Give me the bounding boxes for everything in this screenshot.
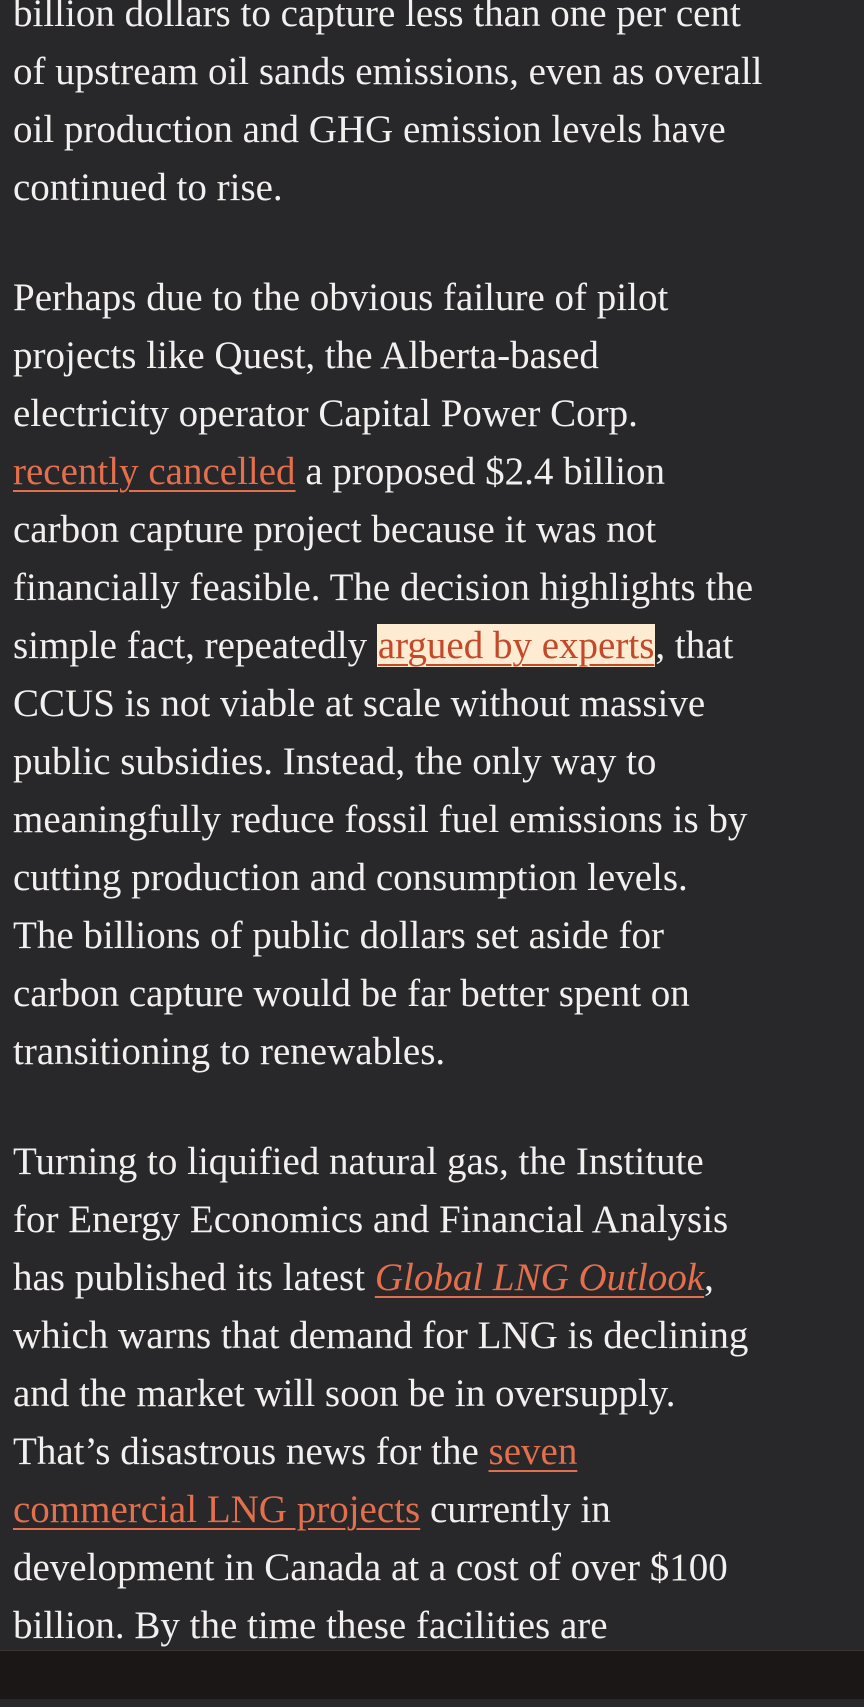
text-line: carbon capture would be far better spent… [13, 965, 864, 1023]
text-segment: transitioning to renewables. [13, 1030, 446, 1073]
text-line: electricity operator Capital Power Corp. [13, 385, 864, 443]
text-line: development in Canada at a cost of over … [13, 1539, 864, 1597]
text-segment: The billions of public dollars set aside… [13, 914, 664, 957]
article-link[interactable]: argued by experts [376, 624, 656, 667]
text-line: Perhaps due to the obvious failure of pi… [13, 269, 864, 327]
text-line: continued to rise. [13, 159, 864, 217]
text-segment: continued to rise. [13, 166, 283, 209]
text-line: oil production and GHG emission levels h… [13, 101, 864, 159]
article-paragraph: billion dollars to capture less than one… [13, 0, 864, 217]
article-link[interactable]: seven [488, 1430, 578, 1473]
text-line: cutting production and consumption level… [13, 849, 864, 907]
text-line: The billions of public dollars set aside… [13, 907, 864, 965]
text-segment: billion dollars to capture less than one… [13, 0, 741, 35]
text-line: for Energy Economics and Financial Analy… [13, 1191, 864, 1249]
text-line: carbon capture project because it was no… [13, 501, 864, 559]
text-segment: billion. By the time these facilities ar… [13, 1604, 608, 1647]
text-segment: development in Canada at a cost of over … [13, 1546, 728, 1589]
text-segment: CCUS is not viable at scale without mass… [13, 682, 706, 725]
text-segment: currently in [420, 1488, 611, 1531]
text-line: has published its latest Global LNG Outl… [13, 1249, 864, 1307]
text-segment: , that [655, 624, 734, 667]
text-segment: simple fact, repeatedly [13, 624, 377, 667]
article-link[interactable]: recently cancelled [13, 450, 296, 493]
text-line: commercial LNG projects currently in [13, 1481, 864, 1539]
text-segment: which warns that demand for LNG is decli… [13, 1314, 749, 1357]
text-line: simple fact, repeatedly argued by expert… [13, 617, 864, 675]
text-line: billion dollars to capture less than one… [13, 0, 864, 43]
text-segment: carbon capture would be far better spent… [13, 972, 690, 1015]
text-segment: a proposed $2.4 billion [295, 450, 665, 493]
text-line: financially feasible. The decision highl… [13, 559, 864, 617]
text-line: which warns that demand for LNG is decli… [13, 1307, 864, 1365]
text-line: projects like Quest, the Alberta-based [13, 327, 864, 385]
article-paragraph: Turning to liquified natural gas, the In… [13, 1133, 864, 1655]
text-segment: public subsidies. Instead, the only way … [13, 740, 657, 783]
text-segment: meaningfully reduce fossil fuel emission… [13, 798, 748, 841]
text-line: billion. By the time these facilities ar… [13, 1597, 864, 1655]
bottom-toolbar [0, 1650, 864, 1699]
text-line: Turning to liquified natural gas, the In… [13, 1133, 864, 1191]
text-segment: carbon capture project because it was no… [13, 508, 657, 551]
text-segment: cutting production and consumption level… [13, 856, 688, 899]
article-link[interactable]: Global LNG Outlook [374, 1256, 705, 1299]
text-segment: , [704, 1256, 714, 1299]
article-body: billion dollars to capture less than one… [13, 0, 864, 1707]
text-segment: of upstream oil sands emissions, even as… [13, 50, 763, 93]
text-line: recently cancelled a proposed $2.4 billi… [13, 443, 864, 501]
text-line: That’s disastrous news for the seven [13, 1423, 864, 1481]
text-line: CCUS is not viable at scale without mass… [13, 675, 864, 733]
article-paragraph: Perhaps due to the obvious failure of pi… [13, 269, 864, 1081]
text-segment: oil production and GHG emission levels h… [13, 108, 726, 151]
text-segment: Perhaps due to the obvious failure of pi… [13, 276, 669, 319]
text-segment: and the market will soon be in oversuppl… [13, 1372, 676, 1415]
text-segment: electricity operator Capital Power Corp. [13, 392, 638, 435]
article-link[interactable]: commercial LNG projects [13, 1488, 421, 1531]
text-segment: for Energy Economics and Financial Analy… [13, 1198, 729, 1241]
text-line: transitioning to renewables. [13, 1023, 864, 1081]
text-segment: financially feasible. The decision highl… [13, 566, 754, 609]
text-line: of upstream oil sands emissions, even as… [13, 43, 864, 101]
text-line: public subsidies. Instead, the only way … [13, 733, 864, 791]
text-segment: Turning to liquified natural gas, the In… [13, 1140, 704, 1183]
text-line: and the market will soon be in oversuppl… [13, 1365, 864, 1423]
text-line: meaningfully reduce fossil fuel emission… [13, 791, 864, 849]
text-segment: projects like Quest, the Alberta-based [13, 334, 599, 377]
text-segment: has published its latest [13, 1256, 375, 1299]
text-segment: That’s disastrous news for the [13, 1430, 489, 1473]
